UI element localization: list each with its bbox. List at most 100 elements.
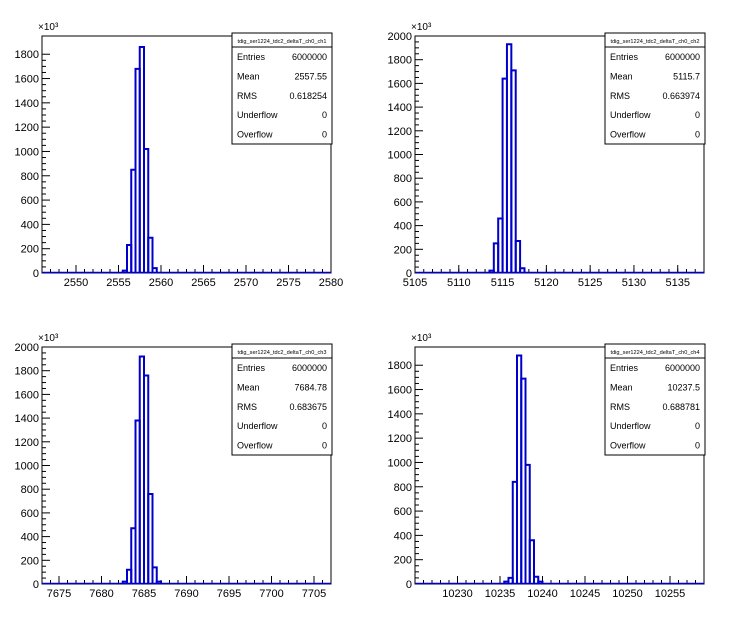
stats-row-label: Overflow bbox=[610, 441, 646, 451]
stats-row-label: Underflow bbox=[237, 110, 278, 120]
y-tick-label: 0 bbox=[406, 579, 412, 591]
x-tick-label: 5120 bbox=[534, 277, 558, 289]
y-tick-label: 0 bbox=[406, 268, 412, 280]
histogram-svg: ×10³ 0 200 400 600 800 1000 1200 1400 1600 1800 255… bbox=[15, 22, 344, 289]
y-tick-label: 400 bbox=[21, 532, 39, 544]
stats-box bbox=[604, 343, 706, 456]
x-tick-label: 10255 bbox=[655, 588, 686, 600]
y-exponent-label: ×10³ bbox=[411, 22, 432, 33]
y-tick-label: 200 bbox=[394, 244, 412, 256]
x-tick-label: 10245 bbox=[570, 588, 601, 600]
x-tick-label: 7700 bbox=[259, 588, 283, 600]
histogram-svg: ×10³ 0 200 400 600 800 1000 1200 1400 1600 1800 200… bbox=[15, 333, 333, 600]
stats-row-label: Entries bbox=[610, 363, 639, 373]
x-tick-label: 5135 bbox=[665, 277, 689, 289]
histogram-bin bbox=[147, 492, 154, 584]
x-tick-label: 5130 bbox=[622, 277, 646, 289]
y-tick-label: 1000 bbox=[15, 461, 39, 473]
y-tick-label: 800 bbox=[21, 171, 39, 183]
x-tick-label: 7695 bbox=[217, 588, 241, 600]
histogram-pad-3: ×10³ 0 200 400 600 800 1000 1200 1400 1600 1800 200… bbox=[0, 311, 373, 622]
histogram-bin bbox=[510, 69, 517, 273]
stats-row-value: 0 bbox=[695, 110, 700, 120]
x-tick-label: 5125 bbox=[578, 277, 602, 289]
stats-row-value: 0.618254 bbox=[289, 91, 327, 101]
stats-row-value: 10237.5 bbox=[667, 382, 700, 392]
x-tick-label: 2550 bbox=[64, 277, 88, 289]
stats-row-value: 0 bbox=[695, 441, 700, 451]
y-tick-label: 800 bbox=[394, 482, 412, 494]
stats-box bbox=[231, 32, 333, 145]
histogram-bin bbox=[143, 374, 150, 584]
stats-histogram-name: tdig_ser1224_tdc2_deltaT_ch0_ch2 bbox=[611, 39, 700, 45]
x-tick-label: 7685 bbox=[132, 588, 156, 600]
x-tick-label: 2565 bbox=[191, 277, 215, 289]
y-tick-label: 1600 bbox=[15, 389, 39, 401]
x-tick-label: 2555 bbox=[106, 277, 130, 289]
stats-row-label: Overflow bbox=[237, 441, 273, 451]
y-tick-label: 600 bbox=[394, 197, 412, 209]
y-tick-label: 1800 bbox=[388, 55, 412, 67]
histogram-pad-1: ×10³ 0 200 400 600 800 1000 1200 1400 1600 1800 255… bbox=[0, 0, 373, 311]
y-tick-label: 200 bbox=[21, 555, 39, 567]
histogram-bin bbox=[533, 575, 540, 584]
y-tick-label: 1000 bbox=[388, 150, 412, 162]
stats-histogram-name: tdig_ser1224_tdc2_deltaT_ch0_ch3 bbox=[238, 350, 327, 356]
stats-row-label: Underflow bbox=[610, 421, 651, 431]
x-tick-label: 5115 bbox=[491, 277, 515, 289]
y-tick-label: 1600 bbox=[15, 74, 39, 86]
y-tick-label: 1000 bbox=[15, 146, 39, 158]
y-tick-label: 1600 bbox=[388, 78, 412, 90]
y-tick-label: 1200 bbox=[388, 433, 412, 445]
histogram-bin bbox=[143, 148, 150, 273]
y-tick-label: 1800 bbox=[15, 49, 39, 61]
y-tick-label: 2000 bbox=[15, 342, 39, 354]
y-exponent-label: ×10³ bbox=[411, 333, 432, 344]
y-tick-label: 0 bbox=[33, 268, 39, 280]
stats-row-label: Mean bbox=[237, 71, 260, 81]
stats-row-value: 0 bbox=[322, 110, 327, 120]
y-tick-label: 600 bbox=[21, 195, 39, 207]
stats-row-label: Overflow bbox=[237, 130, 273, 140]
stats-box bbox=[231, 343, 333, 456]
y-tick-label: 600 bbox=[21, 508, 39, 520]
y-tick-label: 1800 bbox=[388, 360, 412, 372]
stats-row-value: 0 bbox=[695, 130, 700, 140]
x-tick-label: 10250 bbox=[612, 588, 643, 600]
y-exponent-label: ×10³ bbox=[38, 333, 59, 344]
stats-row-value: 0 bbox=[322, 441, 327, 451]
x-tick-label: 2575 bbox=[276, 277, 300, 289]
stats-row-value: 0.663974 bbox=[662, 91, 700, 101]
y-tick-label: 600 bbox=[394, 506, 412, 518]
y-tick-label: 1600 bbox=[388, 385, 412, 397]
y-tick-label: 200 bbox=[21, 244, 39, 256]
stats-row-label: RMS bbox=[237, 91, 257, 101]
stats-row-value: 6000000 bbox=[665, 363, 700, 373]
stats-row-value: 6000000 bbox=[292, 363, 327, 373]
stats-row-label: RMS bbox=[237, 402, 257, 412]
x-tick-label: 2570 bbox=[234, 277, 258, 289]
histogram-bin bbox=[147, 236, 154, 273]
y-tick-label: 0 bbox=[33, 579, 39, 591]
histogram-svg: ×10³ 0 200 400 600 800 1000 1200 1400 1600 1800 200… bbox=[388, 22, 706, 289]
y-tick-label: 400 bbox=[21, 219, 39, 231]
stats-row-label: Mean bbox=[610, 71, 633, 81]
x-tick-label: 7705 bbox=[302, 588, 326, 600]
stats-box bbox=[604, 32, 706, 145]
x-tick-label: 7675 bbox=[47, 588, 71, 600]
x-tick-label: 2560 bbox=[149, 277, 173, 289]
y-tick-label: 1400 bbox=[15, 98, 39, 110]
x-tick-label: 7680 bbox=[89, 588, 113, 600]
histogram-bin bbox=[514, 240, 522, 273]
stats-row-value: 6000000 bbox=[665, 52, 700, 62]
stats-row-label: Mean bbox=[237, 382, 260, 392]
histogram-bin bbox=[155, 580, 162, 584]
histogram-svg: ×10³ 0 200 400 600 800 1000 1200 1400 1600 1800 102… bbox=[388, 333, 706, 600]
y-tick-label: 1200 bbox=[15, 122, 39, 134]
stats-row-value: 0 bbox=[322, 421, 327, 431]
y-tick-label: 400 bbox=[394, 530, 412, 542]
stats-row-label: Underflow bbox=[610, 110, 651, 120]
stats-histogram-name: tdig_ser1224_tdc2_deltaT_ch0_ch4 bbox=[611, 350, 700, 356]
stats-row-value: 0 bbox=[695, 421, 700, 431]
histogram-bin bbox=[151, 267, 158, 273]
